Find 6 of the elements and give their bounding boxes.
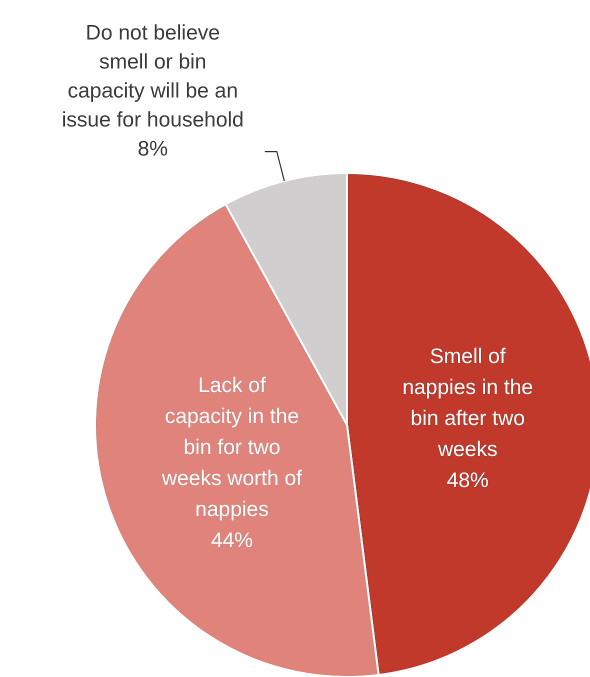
data-label: 8% <box>138 138 168 161</box>
slice-label: Smell of nappies in the bin after two weeks <box>402 344 534 461</box>
data-label: 44% <box>210 529 253 552</box>
slice-label: Lack of capacity in the bin for two weeks worth of nappies <box>160 374 302 522</box>
slice-label: Do not believe smell or bin capacity will be an issue for household <box>62 22 244 132</box>
data-label: 48% <box>446 468 489 492</box>
